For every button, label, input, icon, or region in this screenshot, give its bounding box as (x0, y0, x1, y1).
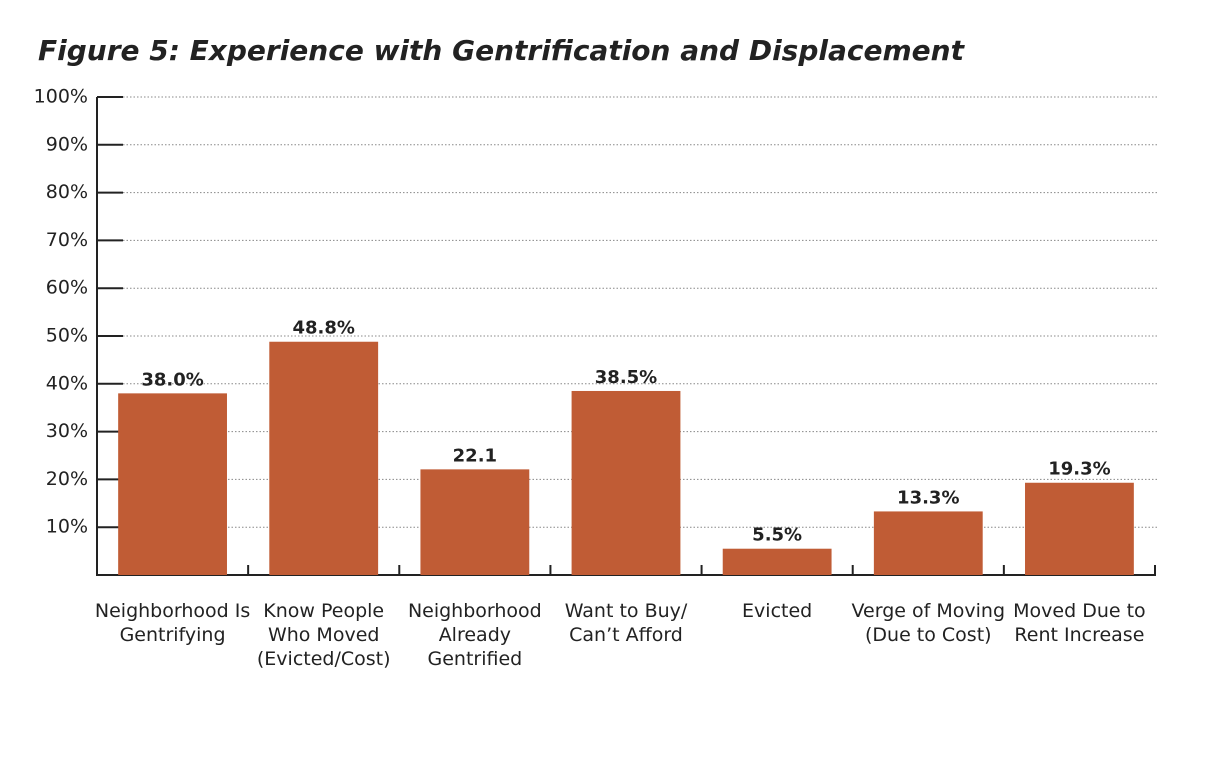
x-tick-label: Want to Buy/ Can’t Afford (564, 600, 688, 646)
y-tick-label: 90% (46, 133, 88, 155)
value-label: 5.5% (752, 525, 802, 546)
bar (118, 393, 227, 575)
x-tick-label: Moved Due to Rent Increase (1013, 600, 1146, 646)
value-label: 48.8% (292, 318, 354, 339)
x-tick-label: Evicted (742, 600, 813, 622)
bar (1025, 482, 1134, 575)
y-tick-label: 80% (46, 181, 88, 203)
x-tick-label: Neighborhood Already Gentrified (407, 600, 542, 670)
x-tick-label: Neighborhood Is Gentrifying (94, 600, 251, 646)
y-tick-label: 60% (46, 277, 88, 299)
bar (722, 548, 832, 575)
bar (420, 469, 530, 575)
chart-title: Figure 5: Experience with Gentrification… (38, 34, 966, 67)
x-tick-label: Know People Who Moved (Evicted/Cost) (256, 600, 391, 670)
value-label: 13.3% (897, 487, 959, 508)
bar (269, 341, 379, 575)
y-tick-label: 70% (46, 229, 88, 251)
y-tick-label: 100% (34, 86, 88, 108)
y-tick-label: 10% (46, 516, 88, 538)
y-tick-label: 20% (46, 468, 88, 490)
y-tick-label: 50% (46, 325, 88, 347)
y-tick-label: 30% (46, 420, 88, 442)
y-tick-label: 40% (46, 372, 88, 394)
value-label: 38.5% (595, 367, 657, 388)
value-label: 22.1 (453, 445, 497, 466)
x-tick-label: Verge of Moving (Due to Cost) (851, 600, 1006, 646)
bar (571, 390, 681, 575)
value-label: 19.3% (1048, 459, 1110, 480)
value-label: 38.0% (141, 369, 203, 390)
bar (873, 511, 983, 575)
